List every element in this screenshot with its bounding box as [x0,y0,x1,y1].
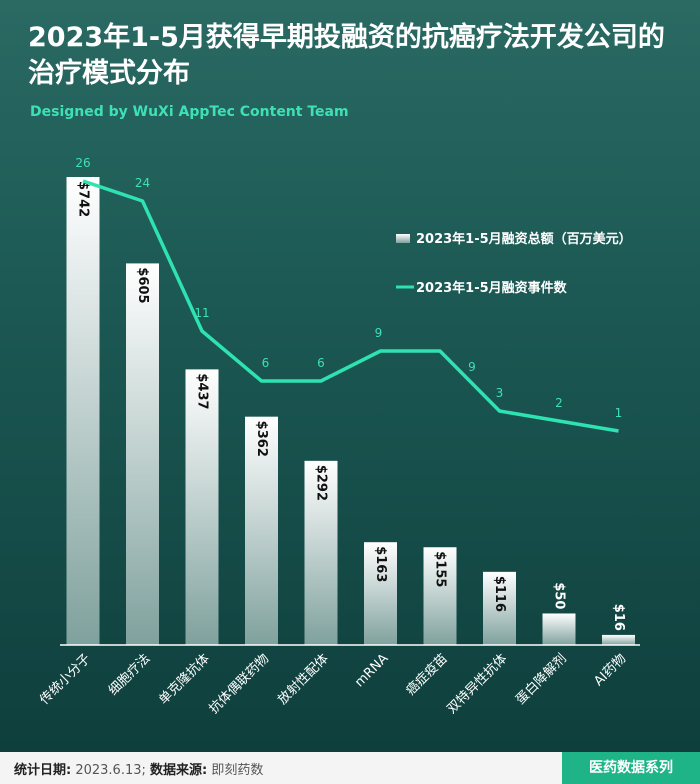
x-tick-label: 蛋白降解剂 [513,651,570,708]
line-value-label: 6 [317,356,325,370]
bar [304,460,338,645]
line-value-label: 11 [194,306,209,320]
bar [245,416,278,645]
x-axis-labels: 传统小分子 细胞疗法 单克隆抗体抗体偶联药物 放射性配体 mRNA 癌症疫苗双特异性抗体蛋… [37,651,629,717]
bar-value-label: $116 [492,576,507,612]
footer-meta: 统计日期: 2023.6.13; 数据来源: 即刻药数 [14,759,263,778]
x-tick-label: 双特异性抗体 [445,651,511,717]
chart-title: 2023年1-5月获得早期投融资的抗癌疗法开发公司的治疗模式分布 [28,22,665,89]
x-tick-label: 传统小分子 [37,651,94,708]
line-value-label: 26 [75,156,90,170]
date-value: 2023.6.13; [75,763,146,778]
bar-value-label: $437 [195,373,210,409]
bar [602,634,635,645]
line-value-label: 9 [468,360,476,374]
series-tag: 医药数据系列 [562,752,700,784]
line-value-label: 6 [262,356,270,370]
date-label: 统计日期: [14,763,72,778]
x-tick-label: 抗体偶联药物 [207,651,273,717]
x-tick-label: 癌症疫苗 [403,651,451,699]
legend: 2023年1-5月融资总额（百万美元） 2023年1-5月融资事件数 [396,231,632,296]
line-series: 26 24 11 6 6 9 9 3 2 1 [75,156,623,433]
bar [364,542,397,645]
line-value-label: 3 [496,386,504,400]
x-tick-label: 放射性配体 [275,651,332,708]
x-tick-label: 细胞疗法 [106,651,153,698]
legend-bar-swatch [396,234,410,243]
x-tick-label: mRNA [352,651,391,690]
credit-line: Designed by WuXi AppTec Content Team [30,104,349,120]
bar [542,613,576,645]
bar-value-label: $163 [373,546,388,582]
bar [483,571,516,645]
bar-value-label: $50 [552,582,567,609]
line-value-label: 24 [135,176,150,190]
legend-line-label: 2023年1-5月融资事件数 [416,280,568,296]
bar [423,547,457,645]
bar-value-label: $155 [433,551,448,587]
source-label: 数据来源: [150,763,208,778]
source-value: 即刻药数 [211,763,264,778]
bar-value-label: $362 [254,421,269,457]
x-tick-label: 单克隆抗体 [156,651,213,708]
bar [66,177,100,645]
bar-value-label: $742 [76,181,91,217]
x-tick-label: AI药物 [591,651,629,689]
legend-bar-label: 2023年1-5月融资总额（百万美元） [416,231,632,247]
line-value-label: 9 [375,326,383,340]
line-value-label: 1 [615,406,623,420]
bar-series: $742 $605 $437 $362 $292 $163 $155 $116 $50 $16 [60,177,640,646]
bar-value-label: $292 [314,465,329,501]
chart-svg: $742 $605 $437 $362 $292 $163 $155 $116 $50 $16 2… [37,156,640,717]
line-value-label: 2 [555,396,563,410]
bar-value-label: $605 [135,267,150,303]
bar [126,263,159,645]
footer: 统计日期: 2023.6.13; 数据来源: 即刻药数 医药数据系列 [0,752,700,784]
event-count-line [82,179,619,433]
bar-value-label: $16 [611,604,626,631]
bar [185,369,219,645]
